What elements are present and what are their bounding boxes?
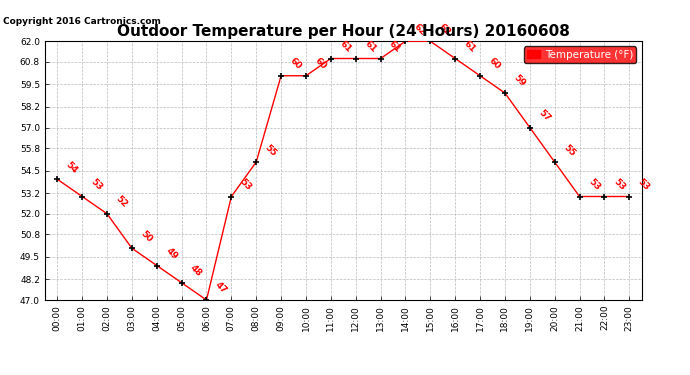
Legend: Temperature (°F): Temperature (°F) xyxy=(524,46,636,63)
Text: 60: 60 xyxy=(487,57,502,72)
Text: 57: 57 xyxy=(537,108,552,123)
Text: 53: 53 xyxy=(89,177,104,192)
Text: 48: 48 xyxy=(188,263,204,279)
Text: 59: 59 xyxy=(512,74,527,89)
Text: 47: 47 xyxy=(213,280,229,296)
Text: 54: 54 xyxy=(64,160,79,175)
Text: 61: 61 xyxy=(462,39,477,54)
Text: 53: 53 xyxy=(238,177,253,192)
Text: 49: 49 xyxy=(164,246,179,261)
Title: Outdoor Temperature per Hour (24 Hours) 20160608: Outdoor Temperature per Hour (24 Hours) … xyxy=(117,24,570,39)
Text: 61: 61 xyxy=(388,39,403,54)
Text: 52: 52 xyxy=(114,194,129,210)
Text: 53: 53 xyxy=(586,177,602,192)
Text: 53: 53 xyxy=(611,177,627,192)
Text: 60: 60 xyxy=(288,57,303,72)
Text: 62: 62 xyxy=(437,22,453,37)
Text: 61: 61 xyxy=(363,39,378,54)
Text: Copyright 2016 Cartronics.com: Copyright 2016 Cartronics.com xyxy=(3,17,161,26)
Text: 55: 55 xyxy=(263,142,278,158)
Text: 60: 60 xyxy=(313,57,328,72)
Text: 50: 50 xyxy=(139,229,154,244)
Text: 55: 55 xyxy=(562,142,577,158)
Text: 61: 61 xyxy=(338,39,353,54)
Text: 62: 62 xyxy=(413,22,428,37)
Text: 53: 53 xyxy=(636,177,651,192)
